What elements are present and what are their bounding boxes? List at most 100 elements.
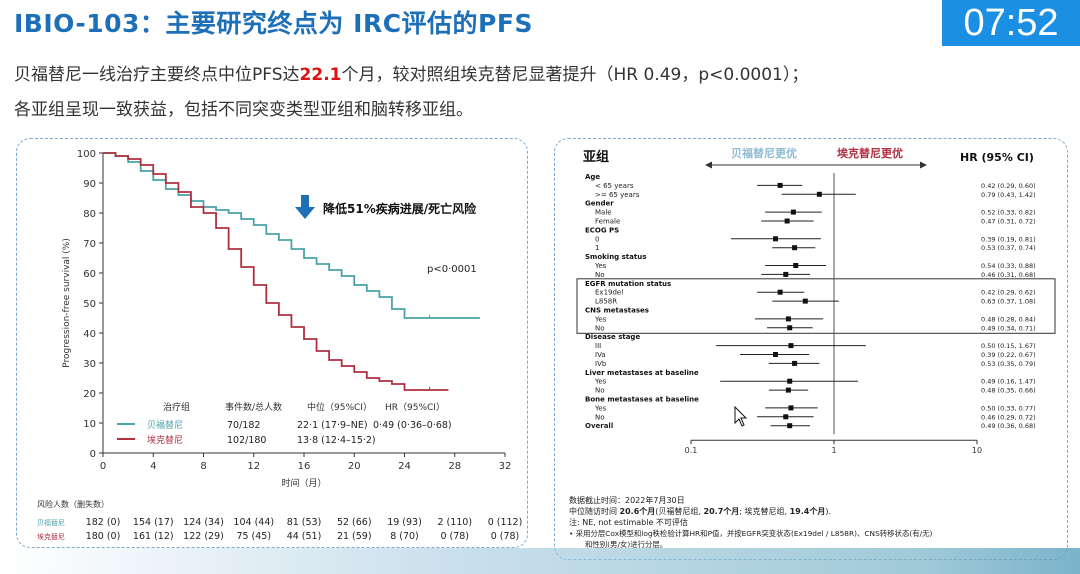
subgroup-label: Female (595, 218, 620, 226)
hr-point (793, 263, 799, 268)
hr-value: 0.39 (0.19, 0.81) (981, 235, 1036, 243)
subgroup-label: Overall (585, 422, 613, 430)
hr-value: 0.79 (0.43, 1.42) (981, 191, 1036, 199)
hr-value: 0.50 (0.15, 1.67) (981, 342, 1036, 350)
subtitle-text: 个月，较对照组埃克替尼显著提升（HR 0.49，p<0.0001）； (341, 65, 809, 85)
risk-cell: 21 (59) (337, 531, 372, 542)
hr-value: 0.53 (0.35, 0.79) (981, 360, 1036, 368)
subgroup-header: Liver metastases at baseline (585, 369, 699, 377)
y-axis-label: Progression-free survival (%) (62, 238, 72, 368)
subgroup-label: IVa (595, 351, 606, 359)
subgroup-label: L858R (595, 298, 617, 306)
bottom-decoration (0, 548, 1080, 574)
hr-value: 0.50 (0.33, 0.77) (981, 404, 1036, 412)
y-tick-label: 20 (83, 389, 96, 400)
x-tick-label: 16 (298, 461, 311, 472)
subgroup-header: Gender (585, 200, 614, 208)
legend-header: 事件数/总人数 (225, 401, 282, 413)
forest-x-tick-label: 0.1 (685, 446, 698, 455)
hr-point (816, 191, 822, 197)
footnote-segment: 20.7个月 (704, 506, 740, 516)
hr-value: 0.46 (0.29, 0.72) (981, 413, 1036, 421)
hr-point (792, 360, 798, 366)
y-tick-label: 40 (83, 329, 96, 340)
km-chart: 0 10 20 30 40 50 60 70 80 90 100 0 4 8 12 16 20 24 28 32 时间（… (37, 149, 523, 542)
y-tick-label: 50 (83, 299, 96, 310)
risk-cell: 0 (78) (440, 531, 469, 542)
down-arrow-icon (295, 195, 315, 219)
x-tick-label: 32 (499, 461, 512, 472)
risk-cell: 81 (53) (287, 517, 322, 528)
risk-cell: 19 (93) (387, 517, 422, 528)
subgroup-label: No (595, 413, 605, 421)
hr-point (784, 218, 790, 224)
forest-x-tick-label: 1 (831, 446, 836, 455)
risk-cell: 180 (0) (86, 531, 121, 542)
legend-events: 102/180 (227, 435, 266, 446)
footnote-segment: ; 埃克替尼组, (739, 506, 789, 516)
hr-point (783, 414, 789, 420)
footnote-method-cont: 和性别(男/女)进行分层。 (585, 540, 667, 549)
risk-cell: 44 (51) (287, 531, 322, 542)
hr-point (790, 209, 796, 215)
risk-cell: 0 (78) (491, 531, 520, 542)
subgroup-label: 0 (595, 235, 599, 243)
subgroup-label: Yes (594, 378, 607, 386)
subgroup-header: Disease stage (585, 333, 640, 341)
subtitle-text: 贝福替尼一线治疗主要终点中位PFS达 (14, 65, 300, 85)
slide-title: IBIO-103：主要研究终点为 IRC评估的PFS (14, 9, 533, 38)
hr-value: 0.49 (0.34, 0.71) (981, 324, 1036, 332)
y-tick-label: 80 (83, 209, 96, 220)
hr-point (773, 236, 779, 242)
hr-value: 0.53 (0.37, 0.74) (981, 244, 1036, 252)
footnote-segment: (贝福替尼组, (655, 506, 703, 516)
forest-x-tick-label: 10 (972, 446, 982, 455)
risk-reduction-annotation: 降低51%疾病进展/死亡风险 (295, 195, 477, 219)
hr-value: 0.47 (0.31, 0.72) (981, 218, 1036, 226)
subgroup-header: Age (585, 173, 600, 181)
y-tick-label: 60 (83, 269, 96, 280)
p-value-label: p<0·0001 (427, 264, 477, 275)
km-curve-icotinib (103, 152, 449, 391)
hr-value: 0.52 (0.33, 0.82) (981, 209, 1036, 217)
hr-value: 0.46 (0.31, 0.68) (981, 271, 1036, 279)
footnote-followup: 中位随访时间 20.6个月(贝福替尼组, 20.7个月; 埃克替尼组, 19.4… (569, 506, 831, 516)
risk-cell: 104 (44) (233, 517, 274, 528)
risk-cell: 0 (112) (488, 517, 523, 528)
subgroup-label: III (595, 342, 601, 350)
hr-value: 0.42 (0.29, 0.62) (981, 289, 1036, 297)
risk-row-label: 贝福替尼 (37, 518, 65, 527)
risk-cell: 161 (12) (133, 531, 174, 542)
x-tick-label: 4 (150, 461, 156, 472)
risk-table-title: 风险人数（删失数） (37, 499, 109, 509)
hr-value: 0.49 (0.36, 0.68) (981, 422, 1036, 430)
hr-point (785, 316, 791, 322)
footnote-segment: ). (825, 507, 831, 516)
risk-cell: 124 (34) (183, 517, 224, 528)
highlight-box (576, 278, 1056, 334)
legend-hr: 0·49 (0·36–0·68) (373, 420, 452, 431)
subgroup-label: No (595, 387, 605, 395)
legend-events: 70/182 (227, 420, 260, 431)
subgroup-header: CNS metastases (585, 307, 649, 315)
y-tick-label: 90 (83, 179, 96, 190)
hr-point (787, 325, 793, 331)
legend-group-name: 贝福替尼 (147, 419, 183, 431)
risk-cell: 182 (0) (86, 517, 121, 528)
hr-value: 0.54 (0.33, 0.88) (981, 262, 1036, 270)
subgroup-label: Yes (594, 315, 607, 323)
footnote-segment: 19.4个月 (790, 506, 826, 516)
hr-point (787, 423, 793, 429)
hr-value: 0.42 (0.29, 0.60) (981, 182, 1036, 190)
y-tick-label: 30 (83, 359, 96, 370)
y-tick-label: 100 (77, 149, 96, 160)
median-pfs-highlight: 22.1 (299, 65, 342, 85)
subgroup-header: ECOG PS (585, 226, 619, 234)
legend-header: 治疗组 (163, 401, 190, 413)
footnote-segment: 20.6个月 (620, 506, 656, 516)
subgroup-column-header: 亚组 (583, 149, 609, 165)
hr-point (788, 343, 794, 349)
footnote-cutoff: 数据截止时间：2022年7月30日 (569, 495, 685, 505)
hr-point (787, 378, 793, 384)
subgroup-label: >= 65 years (595, 191, 640, 199)
